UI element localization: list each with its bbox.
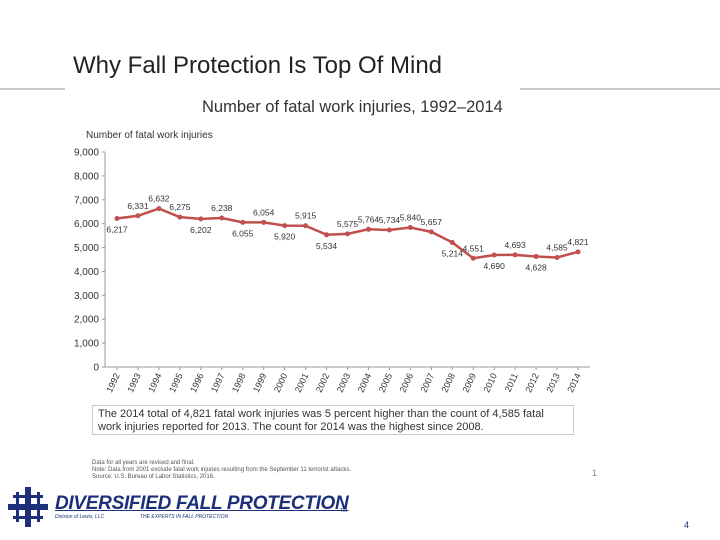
x-tick-label: 2008 bbox=[440, 372, 458, 394]
data-label: 5,840 bbox=[400, 212, 422, 222]
data-label: 5,734 bbox=[379, 215, 401, 225]
x-tick-label: 1999 bbox=[251, 372, 269, 394]
data-label: 6,054 bbox=[253, 207, 275, 217]
chart-note-box: The 2014 total of 4,821 fatal work injur… bbox=[92, 405, 574, 435]
data-label: 6,202 bbox=[190, 225, 212, 235]
y-tick-label: 3,000 bbox=[74, 291, 99, 302]
data-point bbox=[261, 219, 267, 225]
y-axis-label: Number of fatal work injuries bbox=[86, 130, 213, 141]
x-tick-label: 1997 bbox=[209, 372, 227, 394]
y-tick-label: 2,000 bbox=[74, 315, 99, 326]
title-rule-left bbox=[0, 88, 65, 90]
data-point bbox=[282, 223, 288, 229]
y-tick-label: 9,000 bbox=[74, 148, 99, 159]
x-tick-label: 2003 bbox=[335, 372, 353, 394]
data-point bbox=[491, 252, 497, 258]
data-label: 5,214 bbox=[442, 248, 464, 258]
data-label: 5,575 bbox=[337, 219, 359, 229]
x-tick-label: 2013 bbox=[544, 372, 562, 394]
data-point bbox=[470, 255, 476, 261]
data-label: 4,585 bbox=[546, 242, 568, 252]
footnotes: Data for all years are revised and final… bbox=[92, 460, 351, 481]
data-label: 5,920 bbox=[274, 232, 296, 242]
x-tick-label: 1996 bbox=[188, 372, 206, 394]
company-logo-icon bbox=[8, 487, 48, 527]
data-point bbox=[386, 227, 392, 233]
data-point bbox=[365, 226, 371, 232]
footnote-source: Source: U.S. Bureau of Labor Statistics,… bbox=[92, 474, 215, 480]
data-label: 6,217 bbox=[106, 224, 128, 234]
data-label: 5,657 bbox=[421, 217, 443, 227]
data-point bbox=[512, 252, 518, 258]
y-tick-label: 7,000 bbox=[74, 195, 99, 206]
x-tick-label: 2000 bbox=[272, 372, 290, 394]
x-tick-label: 2001 bbox=[293, 372, 311, 394]
data-label: 5,915 bbox=[295, 211, 317, 221]
y-tick-label: 0 bbox=[93, 363, 99, 374]
data-label: 4,693 bbox=[504, 240, 526, 250]
data-label: 4,690 bbox=[484, 261, 506, 271]
data-point bbox=[303, 223, 309, 229]
y-tick-label: 4,000 bbox=[74, 267, 99, 278]
data-label: 6,331 bbox=[127, 201, 149, 211]
data-point bbox=[198, 216, 204, 222]
slide-title: Why Fall Protection Is Top Of Mind bbox=[73, 52, 443, 79]
source-page-number: 1 bbox=[592, 468, 598, 478]
data-label: 6,275 bbox=[169, 202, 191, 212]
data-label: 4,551 bbox=[463, 243, 485, 253]
data-point bbox=[533, 253, 539, 259]
fatal-injuries-line-chart: 9,000 8,000 7,000 6,000 5,000 4,000 3,000 2,000… bbox=[74, 148, 590, 394]
footnote-sept11: Note: Data from 2001 exclude fatal work … bbox=[92, 467, 352, 473]
data-point bbox=[156, 206, 162, 212]
x-tick-label: 2004 bbox=[356, 372, 374, 394]
data-point bbox=[428, 229, 434, 235]
footnote-revised: Data for all years are revised and final… bbox=[92, 460, 195, 466]
y-tick-label: 1,000 bbox=[74, 339, 99, 350]
data-label: 6,238 bbox=[211, 203, 233, 213]
data-point bbox=[219, 215, 225, 221]
x-tick-label: 1994 bbox=[146, 372, 164, 394]
x-tick-label: 1998 bbox=[230, 372, 248, 394]
data-point bbox=[135, 213, 141, 219]
data-point bbox=[449, 239, 455, 245]
data-point bbox=[575, 249, 581, 255]
data-point bbox=[114, 215, 120, 221]
x-tick-label: 2006 bbox=[398, 372, 416, 394]
data-point bbox=[345, 231, 350, 237]
data-point bbox=[407, 224, 413, 230]
y-tick-label: 5,000 bbox=[74, 243, 99, 254]
brand-trademark: TM bbox=[340, 508, 348, 514]
x-tick-label: 1992 bbox=[104, 372, 122, 394]
x-tick-label: 1993 bbox=[125, 372, 143, 394]
data-point bbox=[177, 214, 183, 220]
x-tick-label: 2007 bbox=[419, 372, 437, 394]
x-tick-label: 2005 bbox=[377, 372, 395, 394]
x-tick-label: 2012 bbox=[523, 372, 541, 394]
data-label: 4,628 bbox=[525, 262, 547, 272]
page-number: 4 bbox=[684, 520, 690, 530]
y-tick-label: 6,000 bbox=[74, 219, 99, 230]
x-tick-label: 2014 bbox=[565, 372, 583, 394]
data-point bbox=[554, 254, 560, 260]
data-label: 6,055 bbox=[232, 228, 254, 238]
title-rule-right bbox=[520, 88, 720, 90]
brand-division: Division of Lewis, LLC bbox=[55, 514, 105, 520]
x-tick-label: 2009 bbox=[461, 372, 479, 394]
x-tick-label: 2010 bbox=[481, 372, 499, 394]
data-label: 5,534 bbox=[316, 241, 338, 251]
data-point bbox=[324, 232, 330, 238]
data-label: 5,764 bbox=[358, 214, 380, 224]
brand-tagline: THE EXPERTS IN FALL PROTECTION bbox=[140, 514, 229, 520]
chart-title: Number of fatal work injuries, 1992–2014 bbox=[202, 98, 503, 116]
data-label: 6,632 bbox=[148, 194, 170, 204]
data-label: 4,821 bbox=[567, 237, 589, 247]
x-tick-label: 2011 bbox=[503, 372, 520, 394]
x-tick-label: 2002 bbox=[314, 372, 332, 394]
brand-name: DIVERSIFIED FALL PROTECTION bbox=[55, 493, 349, 514]
x-tick-label: 1995 bbox=[167, 372, 185, 394]
y-tick-label: 8,000 bbox=[74, 171, 99, 182]
data-point bbox=[240, 219, 246, 225]
